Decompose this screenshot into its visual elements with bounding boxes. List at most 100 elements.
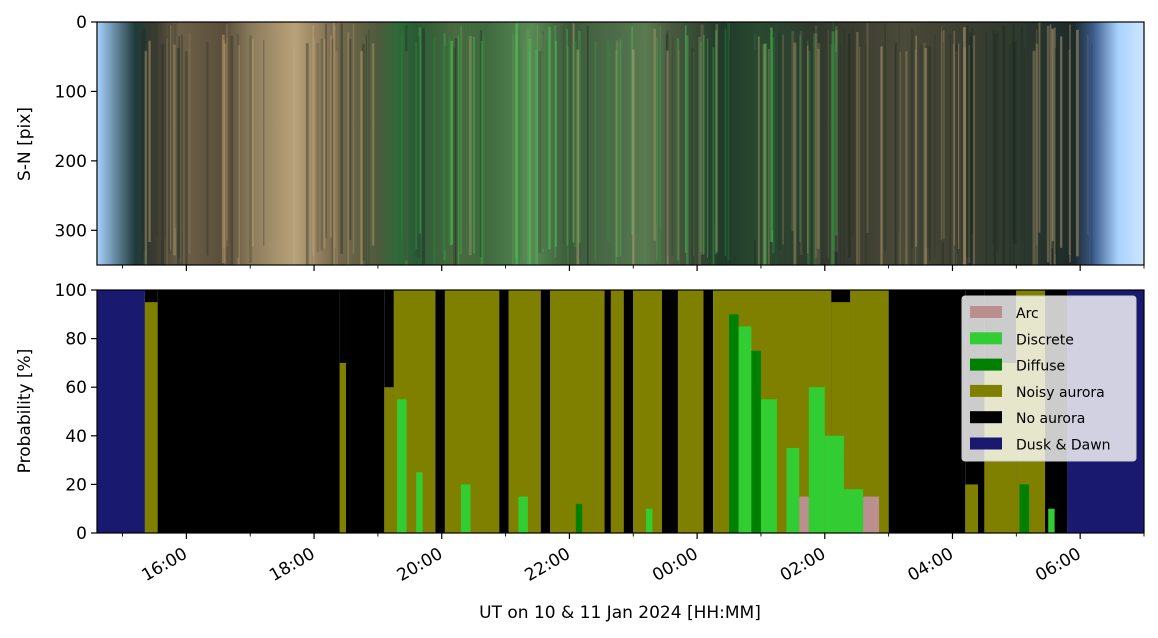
keogram-streak [1053,27,1056,265]
keogram-streak [573,41,577,248]
keogram-streak [566,29,568,246]
keogram-streak [971,27,974,234]
keogram-streak [1012,42,1016,244]
keogram-streak [848,33,851,258]
keogram-streak [422,28,425,265]
keogram-streak [958,43,960,249]
keogram-streak [910,40,913,265]
keogram-streak [924,47,928,265]
legend-swatch [970,306,1002,318]
no-aurora-area [604,290,611,533]
noisy-aurora-area [965,484,979,533]
noisy-aurora-area [144,302,158,533]
keogram-streak [880,46,883,265]
keogram-streak [817,48,820,249]
keogram-streak [176,47,180,265]
keogram-streak [941,42,945,265]
keogram-streak [899,51,901,265]
keogram-y-axis-label: S-N [pix] [15,107,35,181]
keogram-streak [184,51,188,265]
keogram-streak [576,49,580,265]
probability-y-axis-label: Probability [%] [15,349,35,474]
keogram-streak [754,49,756,264]
discrete-area [416,472,423,533]
keogram-streak [922,42,926,265]
keogram-streak [325,23,327,239]
keogram-streak [562,26,565,244]
keogram-streak [249,35,252,264]
keogram-y-tick-label: 0 [76,13,87,33]
keogram-streak [223,43,227,265]
keogram-streak [703,34,705,254]
keogram-streak [911,28,914,248]
keogram-streak [555,41,557,247]
keogram-streak [1054,48,1058,255]
keogram-streak [815,25,818,258]
legend-label: Noisy aurora [1016,385,1105,401]
no-aurora-area [345,290,385,533]
keogram-streak [607,41,610,243]
keogram-streak [762,44,766,265]
keogram-streak [323,39,326,249]
keogram-streak [799,30,803,256]
keogram-streak [772,23,774,231]
keogram-streak [456,48,458,265]
no-aurora-area [661,290,678,533]
keogram-streak [469,25,471,226]
keogram-streak [293,47,295,265]
keogram-streak [992,29,995,245]
keogram-streak [646,41,648,265]
probability-x-tick-label: 22:00 [521,544,573,586]
diffuse-area [751,350,761,533]
keogram-streak [1014,41,1017,245]
keogram-streaks [141,22,1093,265]
discrete-area [786,447,800,533]
probability-y-tick-label: 20 [65,475,87,495]
noisy-aurora-area [677,290,704,533]
keogram-streak [700,24,704,255]
probability-x-tick-label: 18:00 [266,544,318,586]
keogram-streak [335,51,339,265]
keogram-streak [707,38,708,258]
probability-y-tick-label: 0 [76,524,87,544]
keogram-streak [1051,27,1053,249]
keogram-streak [615,40,619,257]
keogram-streak [276,36,278,239]
keogram-streak [715,23,719,252]
keogram-streak [594,41,597,261]
keogram-streak [263,39,265,246]
keogram-streak [169,24,171,250]
keogram-streak [1051,29,1054,242]
keogram-streak [334,28,336,248]
keogram-streak [448,37,452,246]
probability-x-tick-label: 04:00 [905,544,957,586]
legend-label: Discrete [1016,332,1074,348]
discrete-area [646,508,653,533]
keogram-streak [453,47,456,265]
keogram-streak [840,45,842,265]
keogram-streak [996,30,999,253]
keogram-streak [658,48,662,265]
dusk-dawn-area [97,290,145,533]
keogram-streak [173,44,176,256]
keogram-streak [230,36,234,265]
keogram-streak [754,33,756,241]
keogram-streak [332,23,336,265]
keogram-streak [178,36,180,259]
legend-label: No aurora [1016,411,1085,427]
probability-x-tick-label: 00:00 [649,544,701,586]
keogram-streak [579,40,580,259]
keogram-streak [666,50,669,265]
keogram-streak [168,25,170,255]
keogram-streak [866,22,869,233]
probability-y-tick-label: 60 [65,378,87,398]
keogram-streak [671,36,674,256]
keogram-streak [572,23,575,243]
keogram-streak [237,33,239,259]
keogram-streak [305,43,309,265]
keogram-streak [835,30,838,253]
keogram-streak [884,24,886,251]
keogram-streak [401,37,403,240]
keogram-streak [969,36,973,265]
keogram-streak [534,49,538,265]
